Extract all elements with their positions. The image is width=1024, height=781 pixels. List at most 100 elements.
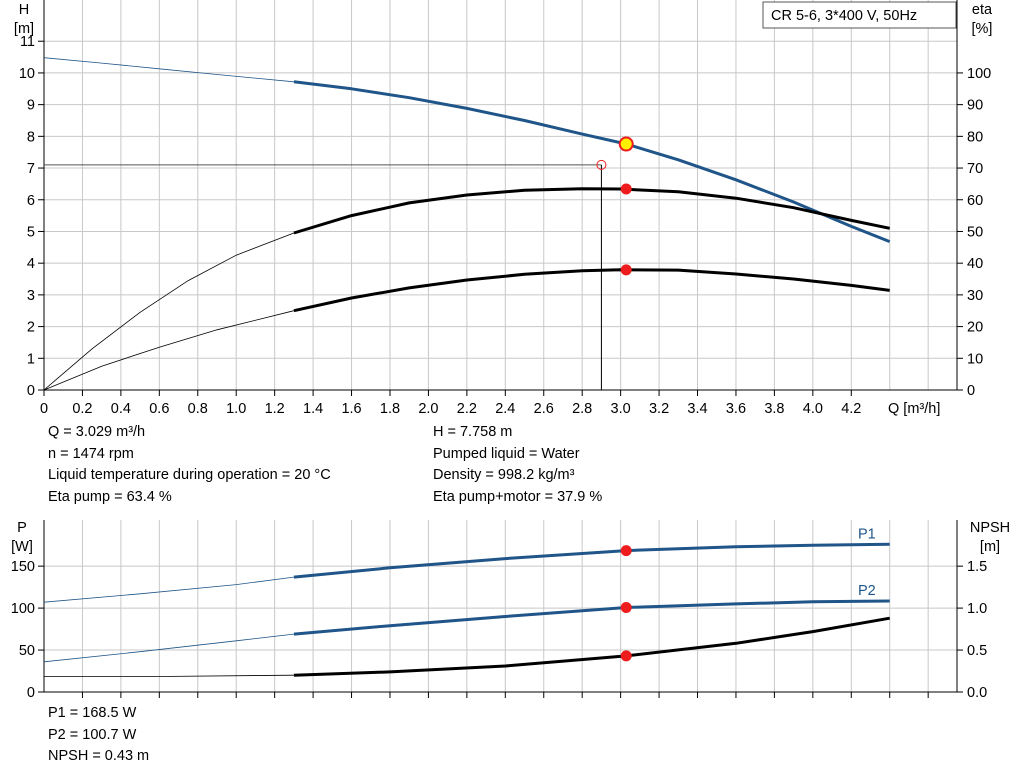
x-axis-label: Q [m³/h] [888,401,940,417]
y-right-unit: [%] [972,21,993,37]
y-left-tick-label: 6 [27,193,35,209]
y-right-tick-label: 90 [967,98,983,114]
x-tick-label: 2.0 [418,401,438,417]
y-right-label: NPSH [970,520,1010,536]
series-eta_pump-line [293,187,891,235]
x-tick-label: 4.0 [803,401,823,417]
duty-point-marker [620,545,632,557]
y-left-unit: [m] [14,21,34,37]
y-right-tick-label: 60 [967,193,983,209]
flow-readout: Q = 3.029 m³/h [48,424,146,440]
x-tick-label: 0.8 [188,401,208,417]
x-tick-label: 1.4 [303,401,323,417]
operating-point-marker [618,136,634,152]
y-right-tick-label: 1.0 [967,601,987,617]
crosshair-point-marker [596,159,607,170]
x-tick-label: 1.6 [341,401,361,417]
x-tick-label: 2.6 [534,401,554,417]
title-box [762,1,957,29]
y-right-tick-label: 0.0 [967,685,987,701]
y-left-label: P [17,520,27,536]
y-left-tick-label: 7 [27,161,35,177]
y-right-tick-label: 10 [967,351,983,367]
y-left-tick-label: 10 [19,66,35,82]
x-tick-label: 1.2 [265,401,285,417]
eta-pump-readout: Eta pump = 63.4 % [48,488,172,505]
y-left-label: H [19,2,29,18]
series-P1-label: P1 [858,526,876,542]
x-tick-label: 4.2 [841,401,861,417]
y-right-tick-label: 0 [967,383,975,399]
liquid-readout: Pumped liquid = Water [433,445,580,462]
y-left-tick-label: 2 [27,320,35,336]
chart-title: CR 5-6, 3*400 V, 50Hz [771,8,917,24]
p1-readout: P1 = 168.5 W [48,705,137,721]
y-right-tick-label: 70 [967,161,983,177]
duty-point-marker [620,650,632,662]
duty-point-marker [620,264,632,276]
series-P2-line [293,599,890,636]
x-tick-label: 1.8 [380,401,400,417]
speed-readout: n = 1474 rpm [48,445,134,462]
top-info-left: Q = 3.029 m³/h n = 1474 rpm Liquid tempe… [48,422,331,508]
y-left-tick-label: 100 [11,601,35,617]
series-eta_pump_motor-extrapolated [43,310,294,391]
x-tick-label: 3.6 [726,401,746,417]
y-right-tick-label: 80 [967,129,983,145]
series-P2-label: P2 [858,583,876,599]
y-left-tick-label: 0 [27,383,35,399]
y-right-label: eta [972,2,993,18]
x-tick-label: 1.0 [226,401,246,417]
y-left-tick-label: 50 [19,643,35,659]
series-NPSH-extrapolated [44,674,294,677]
y-right-tick-label: 1.5 [967,559,987,575]
series-H-extrapolated [43,57,294,83]
y-left-tick-label: 11 [20,34,35,50]
density-readout: Density = 998.2 kg/m³ [433,467,575,483]
y-left-tick-label: 3 [27,288,35,304]
x-tick-label: 2.8 [572,401,592,417]
y-left-tick-label: 9 [27,98,35,114]
y-left-unit: [W] [11,539,33,555]
y-right-tick-label: 50 [967,224,983,240]
x-tick-label: 3.8 [764,401,784,417]
series-P1-line [293,542,890,579]
duty-point-marker [620,602,632,614]
y-left-tick-label: 0 [27,685,35,701]
x-tick-label: 3.0 [611,401,631,417]
y-right-unit: [m] [980,539,1000,555]
y-right-tick-label: 100 [967,66,991,82]
x-tick-label: 0.4 [111,401,131,417]
npsh-readout: NPSH = 0.43 m [48,748,150,764]
y-right-tick-label: 20 [967,320,983,336]
y-left-tick-label: 8 [27,129,35,145]
series-eta_pump_motor-line [293,268,890,313]
top-info-right: H = 7.758 m Pumped liquid = Water Densit… [433,422,602,508]
series-P2-extrapolated [43,633,294,663]
duty-point-marker [620,183,632,195]
y-left-tick-label: 150 [11,559,35,575]
y-left-tick-label: 5 [27,224,35,240]
y-left-tick-label: 1 [27,351,35,367]
x-tick-label: 2.4 [495,401,515,417]
y-right-tick-label: 40 [967,256,983,272]
power-npsh-chart: 0 50 100 150 0.0 0.5 1.0 1.5 P [W] NPSH [m] P1 P2 [11,520,1010,701]
x-tick-label: 0 [40,401,48,417]
y-right-tick-label: 0.5 [967,643,987,659]
series-H-line [293,80,891,243]
temperature-readout: Liquid temperature during operation = 20… [48,467,331,483]
p2-readout: P2 = 100.7 W [48,726,137,743]
x-tick-label: 0.2 [72,401,92,417]
bottom-info: P1 = 168.5 W P2 = 100.7 W NPSH = 0.43 m [48,703,149,768]
x-tick-label: 0.6 [149,401,169,417]
eta-pump-motor-readout: Eta pump+motor = 37.9 % [433,488,603,505]
series-eta_pump-extrapolated [43,232,295,391]
series-P1-extrapolated [43,576,294,603]
y-left-tick-label: 4 [27,256,35,272]
x-tick-label: 3.4 [687,401,707,417]
y-right-tick-label: 30 [967,288,983,304]
head-efficiency-chart: 0 1 2 3 4 5 6 7 8 9 10 11 0 10 20 30 40 50 60 70 80 90 100 H [m]… [14,0,993,417]
x-tick-label: 2.2 [457,401,477,417]
head-readout: H = 7.758 m [433,424,513,440]
